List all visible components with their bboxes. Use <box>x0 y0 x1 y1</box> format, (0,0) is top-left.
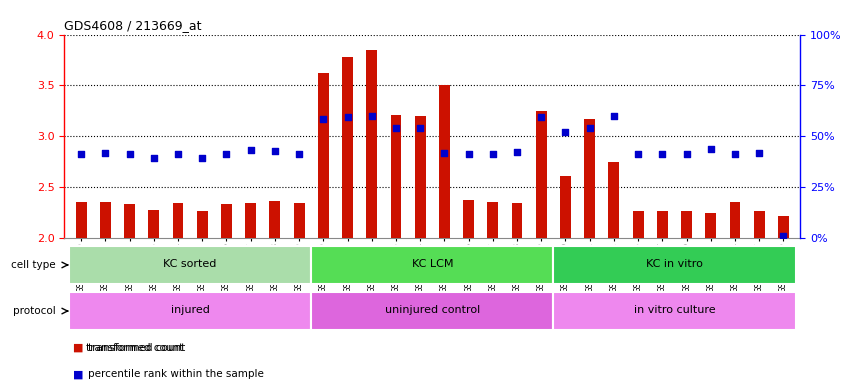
Point <box>583 125 597 131</box>
Bar <box>560 176 571 238</box>
FancyBboxPatch shape <box>553 292 795 330</box>
Bar <box>221 205 232 238</box>
Point <box>244 146 258 152</box>
Bar <box>100 202 110 238</box>
Bar <box>124 205 135 238</box>
Text: GDS4608 / 213669_at: GDS4608 / 213669_at <box>64 19 202 32</box>
Bar <box>366 50 377 238</box>
Point <box>510 149 524 155</box>
Point <box>292 151 306 157</box>
FancyBboxPatch shape <box>69 246 312 284</box>
Text: ■ transformed count: ■ transformed count <box>73 343 183 353</box>
Bar <box>75 202 86 238</box>
Point <box>559 129 573 135</box>
Point <box>195 155 209 161</box>
Point <box>607 113 621 119</box>
Text: cell type: cell type <box>11 260 56 270</box>
Point <box>680 151 693 157</box>
Bar <box>754 210 764 238</box>
Text: transformed count: transformed count <box>88 343 186 353</box>
Point <box>98 149 112 156</box>
Point <box>171 151 185 157</box>
Point <box>534 114 548 120</box>
Point <box>365 113 378 119</box>
Bar <box>585 119 595 238</box>
Point <box>486 151 500 157</box>
Point <box>268 147 282 154</box>
Bar <box>657 210 668 238</box>
Point <box>341 114 354 120</box>
Bar <box>633 210 644 238</box>
Point <box>776 233 790 239</box>
Bar <box>245 204 256 238</box>
Text: KC sorted: KC sorted <box>163 259 217 269</box>
Text: KC in vitro: KC in vitro <box>646 259 703 269</box>
Bar <box>512 204 522 238</box>
Bar <box>197 210 208 238</box>
Point <box>413 125 427 131</box>
Bar <box>173 204 183 238</box>
Point <box>437 149 451 156</box>
Point <box>389 125 403 131</box>
Bar <box>148 210 159 238</box>
FancyBboxPatch shape <box>69 292 312 330</box>
Bar <box>414 116 425 238</box>
Text: ■: ■ <box>73 369 83 379</box>
Point <box>220 151 234 157</box>
Bar <box>729 202 740 238</box>
Point <box>147 155 161 161</box>
Point <box>728 151 742 157</box>
Bar <box>463 200 474 238</box>
Text: in vitro culture: in vitro culture <box>633 305 716 315</box>
Point <box>74 151 88 157</box>
Bar <box>609 162 620 238</box>
Bar <box>487 202 498 238</box>
Point <box>317 116 330 122</box>
Point <box>122 151 136 157</box>
Bar <box>390 115 401 238</box>
Bar <box>342 57 353 238</box>
Point <box>656 151 669 157</box>
Point <box>704 146 717 152</box>
Bar <box>705 213 716 238</box>
Point <box>461 151 475 157</box>
Point <box>631 151 645 157</box>
Text: protocol: protocol <box>13 306 56 316</box>
FancyBboxPatch shape <box>312 246 553 284</box>
Bar <box>294 204 305 238</box>
Bar <box>536 111 547 238</box>
Bar <box>270 202 280 238</box>
Text: uninjured control: uninjured control <box>384 305 480 315</box>
Bar <box>318 73 329 238</box>
Point <box>752 149 766 156</box>
Text: percentile rank within the sample: percentile rank within the sample <box>88 369 264 379</box>
Text: injured: injured <box>170 305 210 315</box>
Bar <box>681 210 692 238</box>
FancyBboxPatch shape <box>312 292 553 330</box>
Text: KC LCM: KC LCM <box>412 259 453 269</box>
FancyBboxPatch shape <box>553 246 795 284</box>
Bar <box>439 86 450 238</box>
Bar <box>778 216 789 238</box>
Text: ■: ■ <box>73 343 83 353</box>
